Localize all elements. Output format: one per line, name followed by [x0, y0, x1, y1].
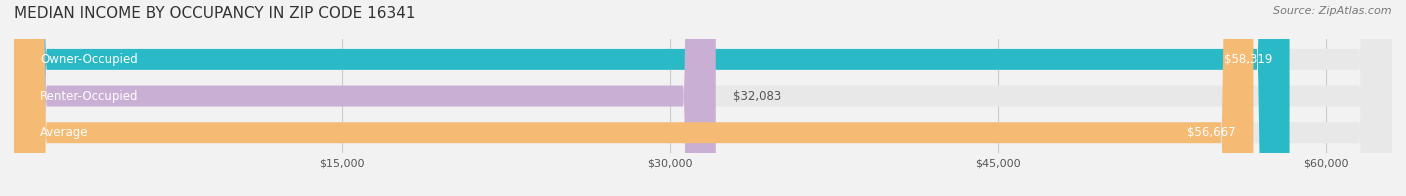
FancyBboxPatch shape	[14, 0, 716, 196]
FancyBboxPatch shape	[14, 0, 1392, 196]
Text: $58,319: $58,319	[1223, 53, 1272, 66]
Text: Owner-Occupied: Owner-Occupied	[41, 53, 138, 66]
Text: Average: Average	[41, 126, 89, 139]
FancyBboxPatch shape	[14, 0, 1253, 196]
Text: $32,083: $32,083	[734, 90, 782, 103]
Text: MEDIAN INCOME BY OCCUPANCY IN ZIP CODE 16341: MEDIAN INCOME BY OCCUPANCY IN ZIP CODE 1…	[14, 6, 416, 21]
FancyBboxPatch shape	[14, 0, 1392, 196]
FancyBboxPatch shape	[14, 0, 1289, 196]
Text: $56,667: $56,667	[1187, 126, 1236, 139]
Text: Renter-Occupied: Renter-Occupied	[41, 90, 139, 103]
FancyBboxPatch shape	[14, 0, 1392, 196]
Text: Source: ZipAtlas.com: Source: ZipAtlas.com	[1274, 6, 1392, 16]
